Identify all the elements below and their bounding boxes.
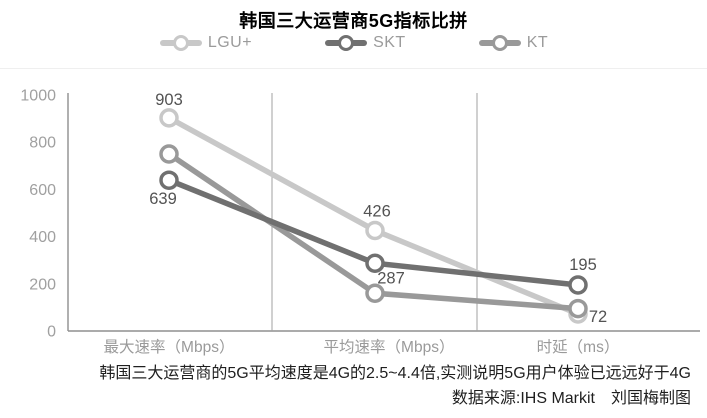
svg-text:287: 287 bbox=[377, 269, 405, 287]
legend-item-skt: SKT bbox=[324, 34, 406, 52]
svg-text:1000: 1000 bbox=[20, 88, 56, 105]
series-skt bbox=[159, 170, 588, 295]
svg-text:600: 600 bbox=[29, 182, 56, 199]
svg-text:195: 195 bbox=[569, 256, 597, 274]
line-marker-icon bbox=[325, 35, 368, 51]
svg-text:时延（ms）: 时延（ms） bbox=[537, 338, 620, 356]
svg-text:0: 0 bbox=[47, 324, 56, 341]
data-labels: 903 426 72 639 287 195 bbox=[149, 91, 607, 326]
legend-item-lgu: LGU+ bbox=[159, 34, 252, 52]
svg-text:800: 800 bbox=[29, 135, 56, 152]
legend: LGU+ SKT KT bbox=[0, 34, 707, 52]
source-credit: 数据来源:IHS Markit 刘国梅制图 bbox=[451, 390, 691, 407]
legend-label: LGU+ bbox=[207, 34, 253, 51]
svg-text:903: 903 bbox=[155, 91, 183, 109]
legend-label: KT bbox=[526, 34, 549, 51]
line-marker-icon bbox=[478, 35, 521, 51]
svg-text:426: 426 bbox=[363, 202, 391, 220]
svg-text:72: 72 bbox=[589, 308, 607, 326]
note-text: 韩国三大运营商的5G平均速度是4G的2.5~4.4倍,实测说明5G用户体验已远远… bbox=[99, 365, 691, 382]
y-axis-ticks: 0 200 400 600 800 1000 bbox=[20, 88, 56, 341]
footnote: 韩国三大运营商的5G平均速度是4G的2.5~4.4倍,实测说明5G用户体验已远远… bbox=[0, 361, 691, 411]
svg-text:200: 200 bbox=[29, 276, 56, 293]
series-kt bbox=[159, 144, 588, 319]
line-marker-icon bbox=[159, 35, 202, 51]
legend-item-kt: KT bbox=[478, 34, 548, 52]
x-axis-labels: 最大速率（Mbps） 平均速率（Mbps） 时延（ms） bbox=[104, 338, 620, 356]
page-title: 韩国三大运营商5G指标比拼 bbox=[239, 11, 468, 31]
axes bbox=[67, 93, 700, 332]
header-divider bbox=[0, 68, 707, 69]
svg-text:639: 639 bbox=[149, 190, 177, 208]
legend-label: SKT bbox=[373, 34, 406, 51]
svg-text:平均速率（Mbps）: 平均速率（Mbps） bbox=[324, 338, 455, 356]
svg-text:最大速率（Mbps）: 最大速率（Mbps） bbox=[104, 338, 235, 356]
svg-text:400: 400 bbox=[29, 229, 56, 246]
